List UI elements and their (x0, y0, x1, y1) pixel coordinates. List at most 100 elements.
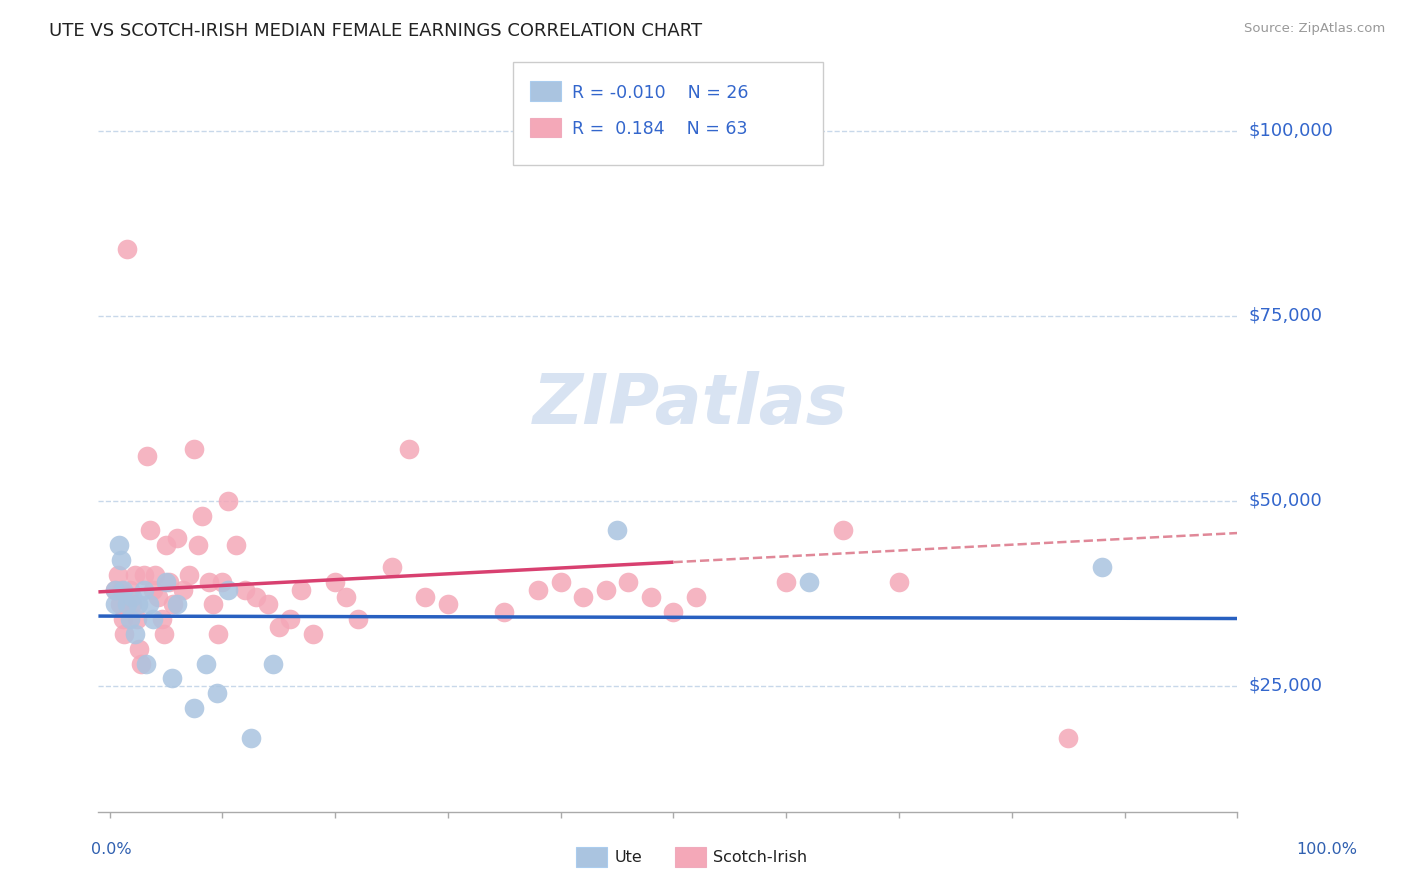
Point (115, 242, 138, 256)
Point (138, 598, 160, 612)
Point (166, 531, 188, 545)
Point (183, 442, 205, 456)
Point (172, 582, 194, 597)
Point (662, 605, 685, 619)
Point (121, 598, 143, 612)
Point (104, 582, 127, 597)
Point (437, 598, 460, 612)
Text: $25,000: $25,000 (1249, 677, 1323, 695)
Point (112, 612, 135, 626)
Point (187, 538, 209, 552)
Point (118, 612, 141, 626)
Text: Ute: Ute (614, 850, 643, 864)
Point (112, 627, 135, 641)
Point (217, 582, 239, 597)
Point (225, 538, 247, 552)
Point (797, 575, 820, 590)
Point (494, 605, 516, 619)
Point (640, 590, 662, 604)
Point (381, 560, 404, 574)
Point (194, 657, 217, 671)
Point (183, 701, 205, 715)
Point (135, 657, 157, 671)
Point (301, 627, 323, 641)
Point (398, 442, 420, 456)
Point (205, 686, 228, 700)
Point (239, 731, 262, 745)
Point (527, 582, 550, 597)
Point (159, 575, 181, 590)
Point (128, 641, 150, 656)
Point (166, 598, 188, 612)
Point (141, 582, 163, 597)
Point (202, 598, 225, 612)
Point (256, 598, 278, 612)
Point (177, 567, 200, 582)
Point (617, 575, 640, 590)
Point (217, 493, 239, 508)
Point (595, 582, 617, 597)
Point (162, 598, 184, 612)
Point (104, 582, 127, 597)
Point (127, 598, 149, 612)
Point (155, 575, 177, 590)
Point (207, 627, 229, 641)
Text: Source: ZipAtlas.com: Source: ZipAtlas.com (1244, 22, 1385, 36)
Point (550, 575, 572, 590)
Point (1091, 560, 1114, 574)
Text: 0.0%: 0.0% (91, 842, 132, 856)
Point (112, 582, 135, 597)
Point (211, 575, 233, 590)
Text: $100,000: $100,000 (1249, 121, 1333, 139)
Point (267, 619, 290, 633)
Point (121, 590, 143, 604)
Point (415, 590, 437, 604)
Point (335, 590, 357, 604)
Point (141, 612, 163, 626)
Point (135, 450, 157, 464)
Point (278, 612, 301, 626)
Text: $50,000: $50,000 (1249, 491, 1322, 509)
Point (104, 598, 127, 612)
Point (155, 538, 177, 552)
Point (107, 538, 129, 552)
Point (233, 582, 256, 597)
Text: 100.0%: 100.0% (1296, 842, 1357, 856)
Point (572, 590, 595, 604)
Point (685, 590, 707, 604)
Point (262, 657, 284, 671)
Point (887, 575, 910, 590)
Point (108, 598, 131, 612)
Point (118, 582, 141, 597)
Point (124, 567, 146, 582)
Point (129, 657, 152, 671)
Point (110, 582, 132, 597)
Point (107, 567, 129, 582)
Point (1057, 731, 1080, 745)
Point (346, 612, 368, 626)
Text: R =  0.184    N = 63: R = 0.184 N = 63 (572, 120, 748, 138)
Point (124, 627, 146, 641)
Point (150, 612, 173, 626)
Point (323, 575, 346, 590)
Text: Scotch-Irish: Scotch-Irish (713, 850, 807, 864)
Point (132, 567, 155, 582)
Point (775, 575, 797, 590)
Point (148, 590, 170, 604)
Text: R = -0.010    N = 26: R = -0.010 N = 26 (572, 84, 749, 102)
Point (606, 524, 628, 538)
Point (245, 590, 267, 604)
Point (831, 524, 853, 538)
Point (139, 524, 162, 538)
Point (132, 582, 155, 597)
Point (153, 627, 176, 641)
Point (290, 582, 312, 597)
Point (110, 553, 132, 567)
Point (115, 598, 138, 612)
Point (198, 575, 221, 590)
Point (160, 672, 183, 686)
Text: ZIPatlas: ZIPatlas (533, 371, 848, 438)
Point (143, 567, 166, 582)
Text: $75,000: $75,000 (1249, 307, 1323, 325)
Point (191, 508, 214, 523)
